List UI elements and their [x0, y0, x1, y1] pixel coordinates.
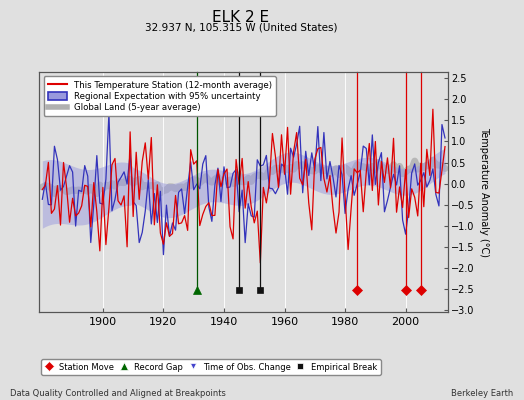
Legend: Station Move, Record Gap, Time of Obs. Change, Empirical Break: Station Move, Record Gap, Time of Obs. C… [41, 359, 381, 375]
Text: Berkeley Earth: Berkeley Earth [451, 389, 514, 398]
Text: ELK 2 E: ELK 2 E [212, 10, 270, 25]
Text: 32.937 N, 105.315 W (United States): 32.937 N, 105.315 W (United States) [145, 22, 337, 32]
Text: Data Quality Controlled and Aligned at Breakpoints: Data Quality Controlled and Aligned at B… [10, 389, 226, 398]
Y-axis label: Temperature Anomaly (°C): Temperature Anomaly (°C) [478, 127, 488, 257]
